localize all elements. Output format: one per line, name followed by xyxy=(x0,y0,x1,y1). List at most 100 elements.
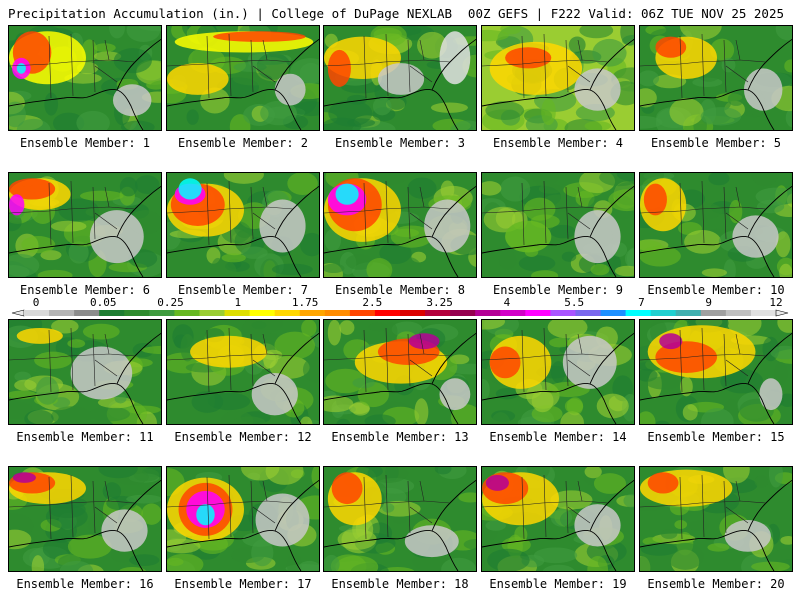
ensemble-member-map xyxy=(639,172,793,278)
member-caption: Ensemble Member: 19 xyxy=(489,577,627,591)
ensemble-member-map xyxy=(323,172,477,278)
colorbar-segment xyxy=(725,310,752,316)
colorbar-segment xyxy=(750,310,777,316)
colorbar-segment xyxy=(199,310,226,316)
precipitation-field xyxy=(640,320,792,424)
colorbar-segment xyxy=(299,310,326,316)
member-caption: Ensemble Member: 16 xyxy=(16,577,154,591)
colorbar-graphic xyxy=(11,309,789,317)
ensemble-member-map xyxy=(166,25,320,131)
member-caption: Ensemble Member: 18 xyxy=(331,577,469,591)
model-run-info: 00Z GEFS | F222 Valid: 06Z TUE NOV 25 20… xyxy=(467,6,784,21)
ensemble-member-map xyxy=(8,25,162,131)
colorbar-segment xyxy=(24,310,50,316)
ensemble-member-map xyxy=(8,466,162,572)
colorbar-segment xyxy=(149,310,175,316)
member-caption: Ensemble Member: 4 xyxy=(492,136,624,150)
colorbar-segment xyxy=(124,310,150,316)
colorbar-segment xyxy=(274,310,301,316)
precipitation-field xyxy=(9,467,161,571)
colorbar-tick-label: 2.5 xyxy=(362,296,383,309)
precipitation-field xyxy=(482,26,634,130)
colorbar-tick-label: 1 xyxy=(234,296,242,309)
colorbar-tick-label: 1.75 xyxy=(291,296,319,309)
colorbar-tick-label: 0.25 xyxy=(157,296,184,309)
ensemble-member-map xyxy=(639,319,793,425)
ensemble-member-map xyxy=(323,319,477,425)
colorbar-segment xyxy=(349,310,376,316)
member-caption: Ensemble Member: 14 xyxy=(489,430,627,444)
precipitation-field xyxy=(324,467,476,571)
precipitation-field xyxy=(324,26,476,130)
colorbar-tick-label: 9 xyxy=(705,296,713,309)
colorbar-segment xyxy=(625,310,652,316)
ensemble-member-map xyxy=(166,172,320,278)
colorbar-segment xyxy=(650,310,677,316)
precipitation-field xyxy=(324,320,476,424)
ensemble-member-map xyxy=(166,319,320,425)
member-caption: Ensemble Member: 7 xyxy=(177,283,309,297)
colorbar-segment xyxy=(450,310,476,316)
colorbar-segment xyxy=(525,310,551,316)
colorbar-segment xyxy=(400,310,426,316)
map-title: Precipitation Accumulation (in.) | Colle… xyxy=(8,6,453,21)
precipitation-field xyxy=(9,173,161,277)
ensemble-member-map xyxy=(481,466,635,572)
colorbar-tick-label: 7 xyxy=(638,296,645,309)
precipitation-field xyxy=(640,26,792,130)
precipitation-field xyxy=(167,173,319,277)
precipitation-field xyxy=(324,173,476,277)
ensemble-member-map xyxy=(639,466,793,572)
member-caption: Ensemble Member: 6 xyxy=(19,283,151,297)
precipitation-field xyxy=(640,173,792,277)
precipitation-field xyxy=(167,26,319,130)
ensemble-member-map xyxy=(323,25,477,131)
ensemble-member-map xyxy=(323,466,477,572)
colorbar-max-arrow xyxy=(775,309,789,317)
member-caption: Ensemble Member: 8 xyxy=(334,283,466,297)
member-caption: Ensemble Member: 12 xyxy=(174,430,312,444)
colorbar-tick-label: 3.25 xyxy=(426,296,453,309)
precipitation-field xyxy=(167,467,319,571)
colorbar-segment xyxy=(550,310,576,316)
colorbar-segment xyxy=(74,310,100,316)
colorbar-segment xyxy=(224,310,251,316)
member-caption: Ensemble Member: 17 xyxy=(174,577,312,591)
member-caption: Ensemble Member: 10 xyxy=(647,283,785,297)
ensemble-member-map xyxy=(481,319,635,425)
precipitation-field xyxy=(640,467,792,571)
precipitation-field xyxy=(482,467,634,571)
member-caption: Ensemble Member: 13 xyxy=(331,430,469,444)
member-caption: Ensemble Member: 9 xyxy=(492,283,624,297)
colorbar-tick-label: 0 xyxy=(32,296,40,309)
colorbar-segment xyxy=(675,310,702,316)
colorbar-tick-label: 0.05 xyxy=(90,296,117,309)
colorbar-segment xyxy=(700,310,727,316)
ensemble-member-map xyxy=(166,466,320,572)
member-caption: Ensemble Member: 1 xyxy=(19,136,151,150)
colorbar-segment xyxy=(99,310,125,316)
colorbar-min-arrow xyxy=(11,309,25,317)
ensemble-member-map xyxy=(639,25,793,131)
member-caption: Ensemble Member: 5 xyxy=(650,136,782,150)
precipitation-field xyxy=(482,320,634,424)
colorbar-segment xyxy=(600,310,627,316)
member-caption: Ensemble Member: 20 xyxy=(647,577,785,591)
colorbar-segment xyxy=(249,310,276,316)
colorbar-segment xyxy=(475,310,501,316)
precipitation-field xyxy=(167,320,319,424)
precipitation-field xyxy=(9,320,161,424)
colorbar-tick-label: 5.5 xyxy=(564,296,585,309)
colorbar-segment xyxy=(500,310,526,316)
precipitation-field xyxy=(9,26,161,130)
precipitation-field xyxy=(482,173,634,277)
colorbar-tick-label: 12 xyxy=(769,296,783,309)
ensemble-member-map xyxy=(481,25,635,131)
colorbar-tick-label: 4 xyxy=(503,296,511,309)
ensemble-member-map xyxy=(8,172,162,278)
colorbar-segment xyxy=(425,310,451,316)
colorbar: 0 0.05 0.25 1 1.75 2.5 3.25 4 5.5 7 9 12 xyxy=(10,296,790,320)
colorbar-segment xyxy=(49,310,75,316)
member-caption: Ensemble Member: 15 xyxy=(647,430,785,444)
member-caption: Ensemble Member: 11 xyxy=(16,430,154,444)
